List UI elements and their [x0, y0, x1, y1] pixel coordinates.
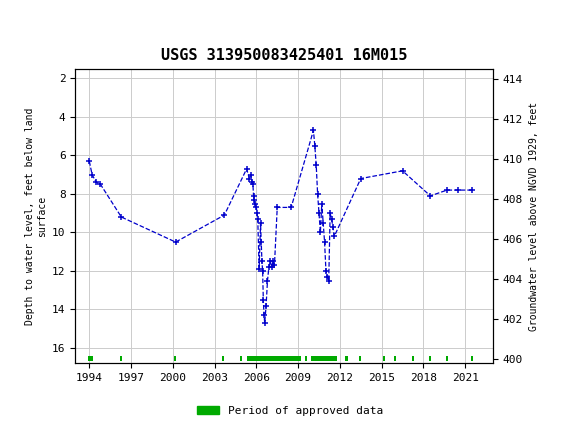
Bar — [305, 356, 307, 361]
Bar — [383, 356, 385, 361]
Text: ≡USGS: ≡USGS — [9, 14, 63, 31]
Bar — [240, 356, 242, 361]
Legend: Period of approved data: Period of approved data — [193, 401, 387, 420]
Title: USGS 313950083425401 16M015: USGS 313950083425401 16M015 — [161, 49, 407, 64]
Bar — [360, 356, 361, 361]
Bar — [346, 356, 347, 361]
Bar — [429, 356, 431, 361]
Bar — [471, 356, 473, 361]
Bar — [412, 356, 414, 361]
Bar — [120, 356, 122, 361]
Bar — [394, 356, 396, 361]
Bar — [174, 356, 176, 361]
Bar — [222, 356, 224, 361]
Bar — [246, 356, 301, 361]
Bar — [445, 356, 448, 361]
Y-axis label: Groundwater level above NGVD 1929, feet: Groundwater level above NGVD 1929, feet — [528, 101, 538, 331]
Y-axis label: Depth to water level, feet below land
surface: Depth to water level, feet below land su… — [25, 108, 46, 325]
Bar — [311, 356, 337, 361]
Bar — [88, 356, 93, 361]
